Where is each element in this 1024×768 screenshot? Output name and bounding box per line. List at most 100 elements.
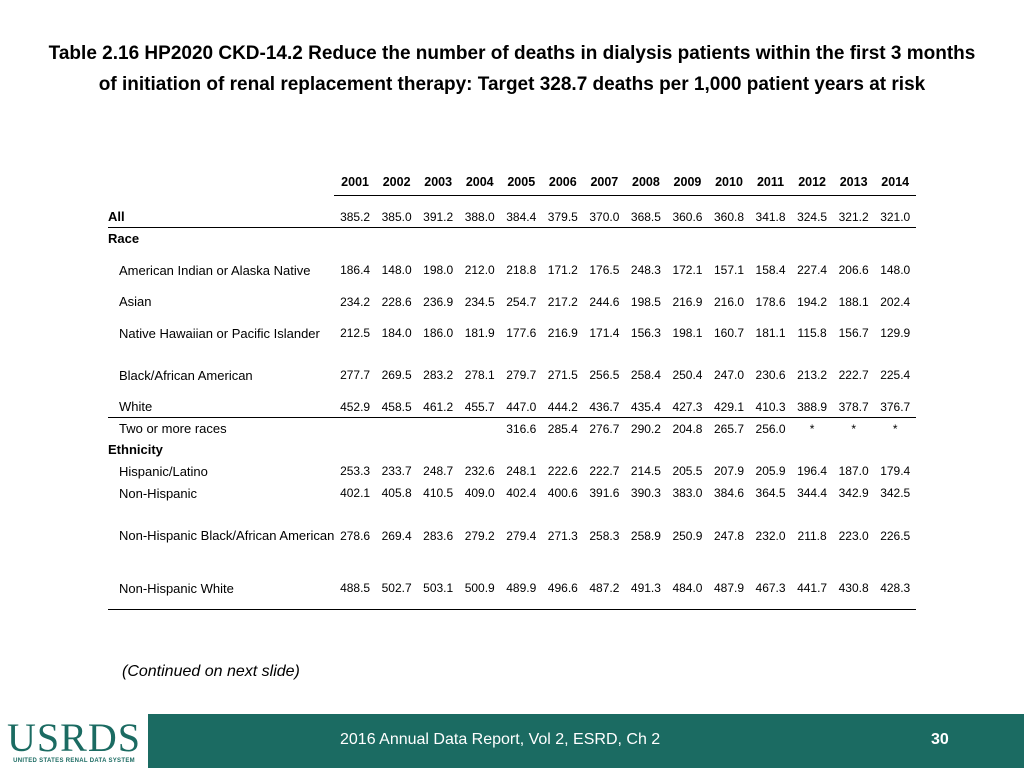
value-cell: 271.3 — [547, 528, 578, 543]
value-cell: 502.7 — [375, 567, 418, 610]
value-cell: 435.4 — [625, 396, 667, 418]
row-label: Non-Hispanic Black/African American — [119, 528, 335, 543]
value-cell: 384.6 — [713, 486, 745, 500]
table-row-nh-black: Non-Hispanic Black/African American 278.… — [108, 504, 916, 567]
value-cell: 156.3 — [630, 326, 661, 340]
year-header: 2003 — [417, 168, 459, 196]
year-header-row: 2001 2002 2003 2004 2005 2006 2007 2008 … — [108, 168, 916, 196]
value-cell: 496.6 — [542, 567, 584, 610]
value-cell: 202.4 — [880, 294, 911, 309]
value-cell: 385.2 — [334, 206, 376, 228]
value-cell: 269.4 — [381, 528, 412, 543]
value-cell: 250.4 — [672, 368, 703, 382]
usrds-logo: USRDS UNITED STATES RENAL DATA SYSTEM — [0, 714, 148, 768]
value-cell: 276.7 — [589, 421, 620, 436]
value-cell: 279.7 — [506, 368, 537, 382]
value-cell: * — [809, 421, 815, 436]
value-cell: 390.3 — [630, 486, 661, 500]
value-cell: 187.0 — [838, 464, 869, 478]
value-cell: 341.8 — [749, 206, 792, 228]
year-header: 2002 — [375, 168, 418, 196]
value-cell: 205.5 — [672, 464, 703, 478]
value-cell: 218.8 — [506, 263, 537, 277]
table-row-nh-white: Non-Hispanic White 488.5 502.7 503.1 500.9 4… — [108, 567, 916, 610]
value-cell: 256.0 — [755, 421, 786, 436]
value-cell: 248.7 — [423, 464, 454, 478]
value-cell: 283.6 — [423, 528, 454, 543]
value-cell: 171.2 — [547, 263, 578, 277]
row-label: Hispanic/Latino — [119, 463, 208, 479]
value-cell: 223.0 — [838, 528, 869, 543]
year-header: 2006 — [542, 168, 584, 196]
row-label: American Indian or Alaska Native — [119, 262, 311, 278]
value-cell: 214.5 — [630, 464, 661, 478]
value-cell: 156.7 — [838, 326, 869, 340]
value-cell: 402.1 — [340, 486, 371, 500]
value-cell: 370.0 — [583, 206, 626, 228]
value-cell: 232.0 — [755, 528, 786, 543]
year-header: 2007 — [583, 168, 626, 196]
value-cell: 216.9 — [672, 294, 703, 309]
value-cell: 228.6 — [381, 294, 412, 309]
value-cell: 400.6 — [547, 486, 578, 500]
value-cell: 379.5 — [542, 206, 584, 228]
value-cell: 115.8 — [797, 326, 827, 340]
value-cell: 364.5 — [755, 486, 786, 500]
value-cell: 360.8 — [708, 206, 750, 228]
value-cell: 402.4 — [506, 486, 537, 500]
value-cell: 222.7 — [838, 368, 869, 382]
value-cell: 458.5 — [375, 396, 418, 418]
value-cell: 234.5 — [464, 294, 495, 309]
value-cell: 247.0 — [713, 368, 745, 382]
value-cell: 278.1 — [464, 368, 495, 382]
value-cell — [417, 418, 459, 440]
value-cell: 444.2 — [542, 396, 584, 418]
table-row-native-hawaiian: Native Hawaiian or Pacific Islander 212.… — [108, 312, 916, 354]
value-cell: 279.2 — [464, 528, 495, 543]
value-cell: 217.2 — [547, 294, 578, 309]
value-cell: 342.5 — [880, 486, 911, 500]
value-cell: 211.8 — [797, 528, 827, 543]
value-cell: 279.4 — [506, 528, 537, 543]
value-cell: 148.0 — [381, 263, 412, 277]
table-row-two-or-more: Two or more races 316.6 285.4 276.7 290.2 20… — [108, 418, 916, 440]
value-cell: 129.9 — [880, 326, 911, 340]
value-cell: 360.6 — [666, 206, 709, 228]
value-cell: 378.7 — [832, 396, 875, 418]
value-cell: 321.0 — [874, 206, 916, 228]
value-cell: 491.3 — [625, 567, 667, 610]
year-header: 2014 — [874, 168, 916, 196]
value-cell: 271.5 — [547, 368, 578, 382]
value-cell: 278.6 — [340, 528, 371, 543]
value-cell: 212.0 — [464, 263, 495, 277]
table-row-ethnicity-heading: Ethnicity — [108, 439, 916, 460]
value-cell: 285.4 — [547, 421, 578, 436]
value-cell: 148.0 — [880, 263, 911, 277]
value-cell: 500.9 — [458, 567, 501, 610]
value-cell: 226.5 — [880, 528, 911, 543]
value-cell: 198.0 — [423, 263, 454, 277]
value-cell: 447.0 — [500, 396, 543, 418]
value-cell: 316.6 — [506, 421, 537, 436]
value-cell: 188.1 — [838, 294, 869, 309]
value-cell: 388.9 — [791, 396, 833, 418]
value-cell: 216.9 — [547, 326, 578, 340]
value-cell: 484.0 — [666, 567, 709, 610]
value-cell: 436.7 — [583, 396, 626, 418]
value-cell: 376.7 — [874, 396, 916, 418]
value-cell: 265.7 — [713, 421, 745, 436]
page-number: 30 — [931, 731, 949, 748]
value-cell: 254.7 — [506, 294, 537, 309]
value-cell: 160.7 — [713, 326, 745, 340]
value-cell: 198.5 — [630, 294, 661, 309]
year-header: 2005 — [500, 168, 543, 196]
value-cell: 290.2 — [630, 421, 661, 436]
row-label: Asian — [119, 294, 152, 309]
value-cell: 176.5 — [589, 263, 620, 277]
value-cell: 181.9 — [464, 326, 495, 340]
value-cell: 452.9 — [334, 396, 376, 418]
value-cell: 391.2 — [417, 206, 459, 228]
table-row-all: All 385.2 385.0 391.2 388.0 384.4 379.5 370.0 3… — [108, 206, 916, 228]
row-label: Non-Hispanic — [119, 485, 198, 501]
value-cell: 269.5 — [381, 368, 412, 382]
